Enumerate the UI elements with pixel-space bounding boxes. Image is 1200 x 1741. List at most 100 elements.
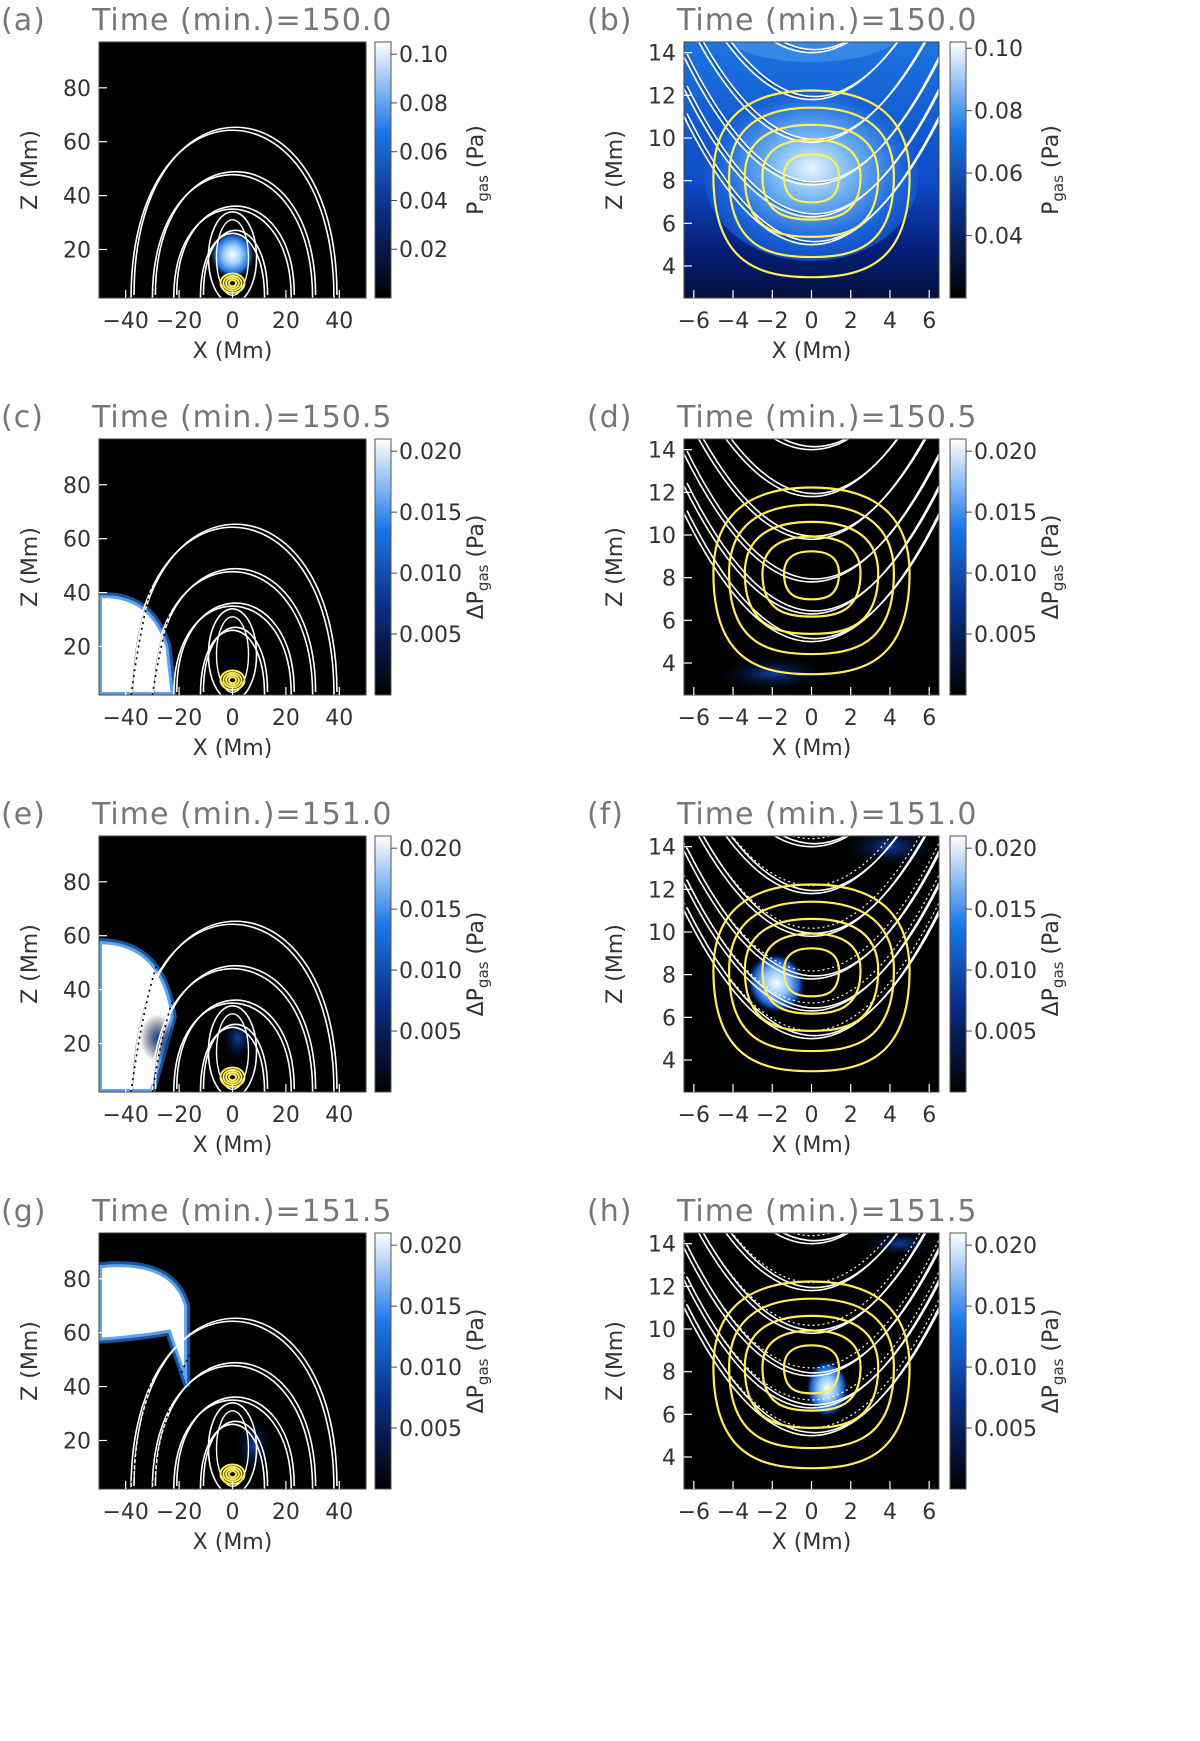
flux-rope-contour xyxy=(728,503,895,656)
dotted-line xyxy=(151,1345,196,1489)
y-tick-label: 60 xyxy=(63,131,91,156)
x-tick-label: −4 xyxy=(717,1500,749,1525)
field-line xyxy=(151,1365,314,1489)
x-tick-label: 0 xyxy=(226,706,240,731)
x-tick-label: 20 xyxy=(272,1500,300,1525)
colorbar-tick-label: 0.020 xyxy=(974,440,1037,465)
colorbar-tick-label: 0.005 xyxy=(399,623,462,648)
field-line-pair xyxy=(154,568,317,693)
x-tick-label: 6 xyxy=(922,706,936,731)
field-line xyxy=(151,571,314,695)
wavefront-edge xyxy=(99,1261,191,1388)
colorbar-tick-label: 0.005 xyxy=(974,1020,1037,1045)
colorbar xyxy=(949,41,967,299)
x-tick-label: −6 xyxy=(678,706,710,731)
colorbar-tick-label: 0.02 xyxy=(399,238,448,263)
x-tick-label: 40 xyxy=(325,1500,353,1525)
panel-time: Time (min.)=151.5 xyxy=(676,1194,978,1229)
x-axis-label: X (Mm) xyxy=(772,736,852,761)
field-line-pair xyxy=(686,53,939,183)
field-line xyxy=(151,174,314,298)
plot-area xyxy=(684,836,939,1092)
field-line-pair xyxy=(175,999,296,1090)
flux-rope-contour xyxy=(743,123,880,238)
y-tick-label: 10 xyxy=(648,524,676,549)
y-tick-label: 20 xyxy=(63,238,91,263)
x-tick-label: −40 xyxy=(102,309,148,334)
colorbar-tick-label: 0.020 xyxy=(399,837,462,862)
y-tick-label: 40 xyxy=(63,185,91,210)
colorbar-tick-label: 0.020 xyxy=(974,837,1037,862)
y-tick-label: 8 xyxy=(662,170,676,195)
x-tick-label: 4 xyxy=(883,706,897,731)
flux-rope-contour xyxy=(227,279,238,288)
field-line-pair xyxy=(781,42,848,51)
x-tick-label: 4 xyxy=(883,309,897,334)
flux-rope-contour xyxy=(761,138,862,221)
field-line-pair xyxy=(175,205,296,296)
x-tick-label: 0 xyxy=(805,1103,819,1128)
field-line-pair xyxy=(202,626,269,693)
field-line-pair xyxy=(781,836,848,845)
x-tick-label: 0 xyxy=(226,1500,240,1525)
colorbar xyxy=(374,41,392,299)
colorbar xyxy=(374,438,392,696)
field-line xyxy=(130,526,335,695)
field-line-inner xyxy=(207,1004,258,1092)
x-tick-label: 6 xyxy=(922,309,936,334)
y-tick-label: 8 xyxy=(662,964,676,989)
field-line-pair xyxy=(202,1420,269,1487)
field-line xyxy=(199,1026,266,1092)
colorbar-tick-label: 0.08 xyxy=(399,92,448,117)
flux-rope-contour xyxy=(712,883,911,1073)
x-axis-label: X (Mm) xyxy=(193,1133,273,1158)
flux-rope-contour xyxy=(712,89,911,279)
colorbar-tick-label: 0.10 xyxy=(399,43,448,68)
colorbar-tick-label: 0.04 xyxy=(399,189,448,214)
field-line xyxy=(725,1233,898,1292)
flux-rope-contour xyxy=(728,106,895,259)
x-tick-label: 2 xyxy=(844,309,858,334)
x-tick-label: −4 xyxy=(717,1103,749,1128)
panel-time: Time (min.)=150.0 xyxy=(91,3,393,38)
x-tick-label: 0 xyxy=(805,1500,819,1525)
plot-area xyxy=(684,1233,939,1489)
field-line-shadow xyxy=(779,836,848,845)
field-line-pair xyxy=(175,602,296,693)
y-axis-label: Z (Mm) xyxy=(603,1321,628,1401)
x-tick-label: −20 xyxy=(156,1500,202,1525)
y-tick-label: 6 xyxy=(662,1006,676,1031)
colorbar-label: ΔPgas (Pa) xyxy=(464,912,492,1017)
y-tick-label: 10 xyxy=(648,1318,676,1343)
y-tick-label: 8 xyxy=(662,567,676,592)
faint-feature xyxy=(859,1233,939,1258)
y-tick-label: 14 xyxy=(648,1233,676,1258)
flux-rope-contour xyxy=(227,676,238,685)
panel-c: −40 −20 0 20 40 20 40 60 80 X (Mm) Z (Mm) (c) Time (… xyxy=(1,400,492,761)
panel-label: (b) xyxy=(587,3,632,38)
x-tick-label: −40 xyxy=(102,1500,148,1525)
flux-rope-contour xyxy=(728,900,895,1053)
field-line xyxy=(172,1399,293,1489)
plot-area xyxy=(684,42,939,298)
flux-rope-contour xyxy=(712,486,911,676)
panel-label: (c) xyxy=(1,400,44,435)
flux-rope-contour xyxy=(761,1329,862,1412)
x-tick-label: −2 xyxy=(756,1103,788,1128)
field-line xyxy=(130,129,335,298)
y-tick-label: 20 xyxy=(63,635,91,660)
flux-rope-contour xyxy=(712,1280,911,1470)
y-tick-label: 20 xyxy=(63,1429,91,1454)
field-line xyxy=(725,42,898,101)
field-line-shadow xyxy=(779,439,848,448)
y-axis-label: Z (Mm) xyxy=(18,1321,43,1401)
y-axis-label: Z (Mm) xyxy=(18,527,43,607)
colorbar-tick-label: 0.015 xyxy=(399,1295,462,1320)
y-axis-label: Z (Mm) xyxy=(18,130,43,210)
x-tick-label: −4 xyxy=(717,706,749,731)
y-tick-label: 8 xyxy=(662,1361,676,1386)
